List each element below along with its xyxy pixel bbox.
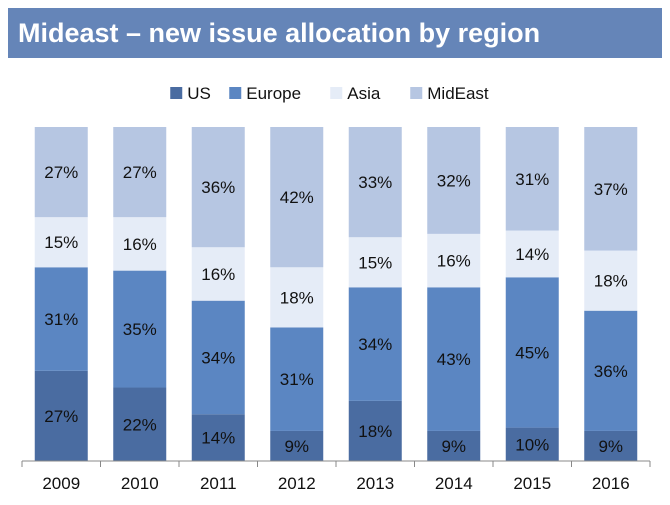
data-label-asia-2014: 16% (437, 252, 471, 271)
data-label-europe-2014: 43% (437, 350, 471, 369)
bar-mideast-2015 (505, 127, 559, 231)
data-label-mideast-2016: 37% (594, 180, 628, 199)
data-label-mideast-2014: 32% (437, 171, 471, 190)
bar-asia-2016 (584, 250, 638, 311)
bar-us-2013 (348, 400, 402, 461)
data-label-us-2015: 10% (515, 435, 549, 454)
data-label-asia-2015: 14% (515, 245, 549, 264)
bar-mideast-2010 (113, 127, 167, 218)
data-label-europe-2010: 35% (123, 320, 157, 339)
bar-asia-2011 (191, 247, 245, 301)
data-label-us-2009: 27% (44, 407, 78, 426)
data-label-europe-2009: 31% (44, 310, 78, 329)
bar-europe-2015 (505, 277, 559, 428)
bar-europe-2013 (348, 287, 402, 401)
data-label-europe-2013: 34% (358, 335, 392, 354)
legend-label-europe: Europe (246, 84, 301, 103)
bar-mideast-2012 (270, 127, 324, 268)
data-label-europe-2016: 36% (594, 362, 628, 381)
bar-mideast-2016 (584, 127, 638, 251)
data-label-asia-2013: 15% (358, 253, 392, 272)
data-label-asia-2010: 16% (123, 235, 157, 254)
data-label-mideast-2009: 27% (44, 163, 78, 182)
bar-europe-2011 (191, 300, 245, 415)
data-label-europe-2011: 34% (201, 348, 235, 367)
bar-us-2011 (191, 414, 245, 461)
title-bar: Mideast – new issue allocation by region (8, 8, 662, 58)
data-label-us-2013: 18% (358, 422, 392, 441)
bar-europe-2009 (34, 267, 88, 371)
bar-europe-2012 (270, 327, 324, 431)
data-label-mideast-2012: 42% (280, 188, 314, 207)
bar-asia-2014 (427, 233, 481, 288)
x-tick-label-2015: 2015 (513, 474, 551, 493)
x-tick-label-2012: 2012 (278, 474, 316, 493)
bar-mideast-2009 (34, 127, 88, 218)
data-label-mideast-2013: 33% (358, 173, 392, 192)
bar-asia-2013 (348, 237, 402, 288)
data-label-europe-2015: 45% (515, 343, 549, 362)
bar-europe-2014 (427, 287, 481, 431)
bar-us-2009 (34, 370, 88, 461)
data-label-asia-2011: 16% (201, 265, 235, 284)
x-tick-label-2009: 2009 (42, 474, 80, 493)
x-tick-label-2011: 2011 (200, 474, 237, 493)
bar-europe-2010 (113, 270, 167, 388)
data-label-us-2010: 22% (123, 415, 157, 434)
bar-mideast-2013 (348, 127, 402, 238)
x-tick-label-2010: 2010 (121, 474, 159, 493)
bar-us-2010 (113, 387, 167, 461)
data-label-mideast-2010: 27% (123, 163, 157, 182)
bar-asia-2012 (270, 267, 324, 328)
legend-swatch-mideast (410, 87, 423, 99)
legend-label-us: US (187, 84, 211, 103)
legend-label-mideast: MidEast (427, 84, 489, 103)
data-label-mideast-2015: 31% (515, 170, 549, 189)
data-label-us-2014: 9% (441, 437, 466, 456)
bar-europe-2016 (584, 310, 638, 431)
bar-asia-2010 (113, 217, 167, 271)
data-label-asia-2016: 18% (594, 272, 628, 291)
x-tick-label-2013: 2013 (356, 474, 394, 493)
legend-swatch-asia (330, 87, 343, 99)
legend-label-asia: Asia (347, 84, 381, 103)
x-tick-label-2014: 2014 (435, 474, 473, 493)
data-label-mideast-2011: 36% (201, 178, 235, 197)
bar-mideast-2011 (191, 127, 245, 248)
data-label-asia-2009: 15% (44, 233, 78, 252)
legend-swatch-us (170, 87, 183, 99)
bar-mideast-2014 (427, 127, 481, 234)
bar-us-2012 (270, 430, 324, 461)
chart-title: Mideast – new issue allocation by region (18, 18, 541, 48)
data-label-us-2011: 14% (201, 429, 235, 448)
data-label-us-2016: 9% (598, 437, 623, 456)
data-label-us-2012: 9% (284, 437, 309, 456)
data-label-europe-2012: 31% (280, 370, 314, 389)
bar-us-2015 (505, 427, 559, 461)
bar-us-2016 (584, 430, 638, 461)
legend-swatch-europe (229, 87, 242, 99)
bar-asia-2009 (34, 217, 88, 268)
data-label-asia-2012: 18% (280, 288, 314, 307)
x-tick-label-2016: 2016 (592, 474, 630, 493)
bar-us-2014 (427, 430, 481, 461)
bar-asia-2015 (505, 230, 559, 278)
